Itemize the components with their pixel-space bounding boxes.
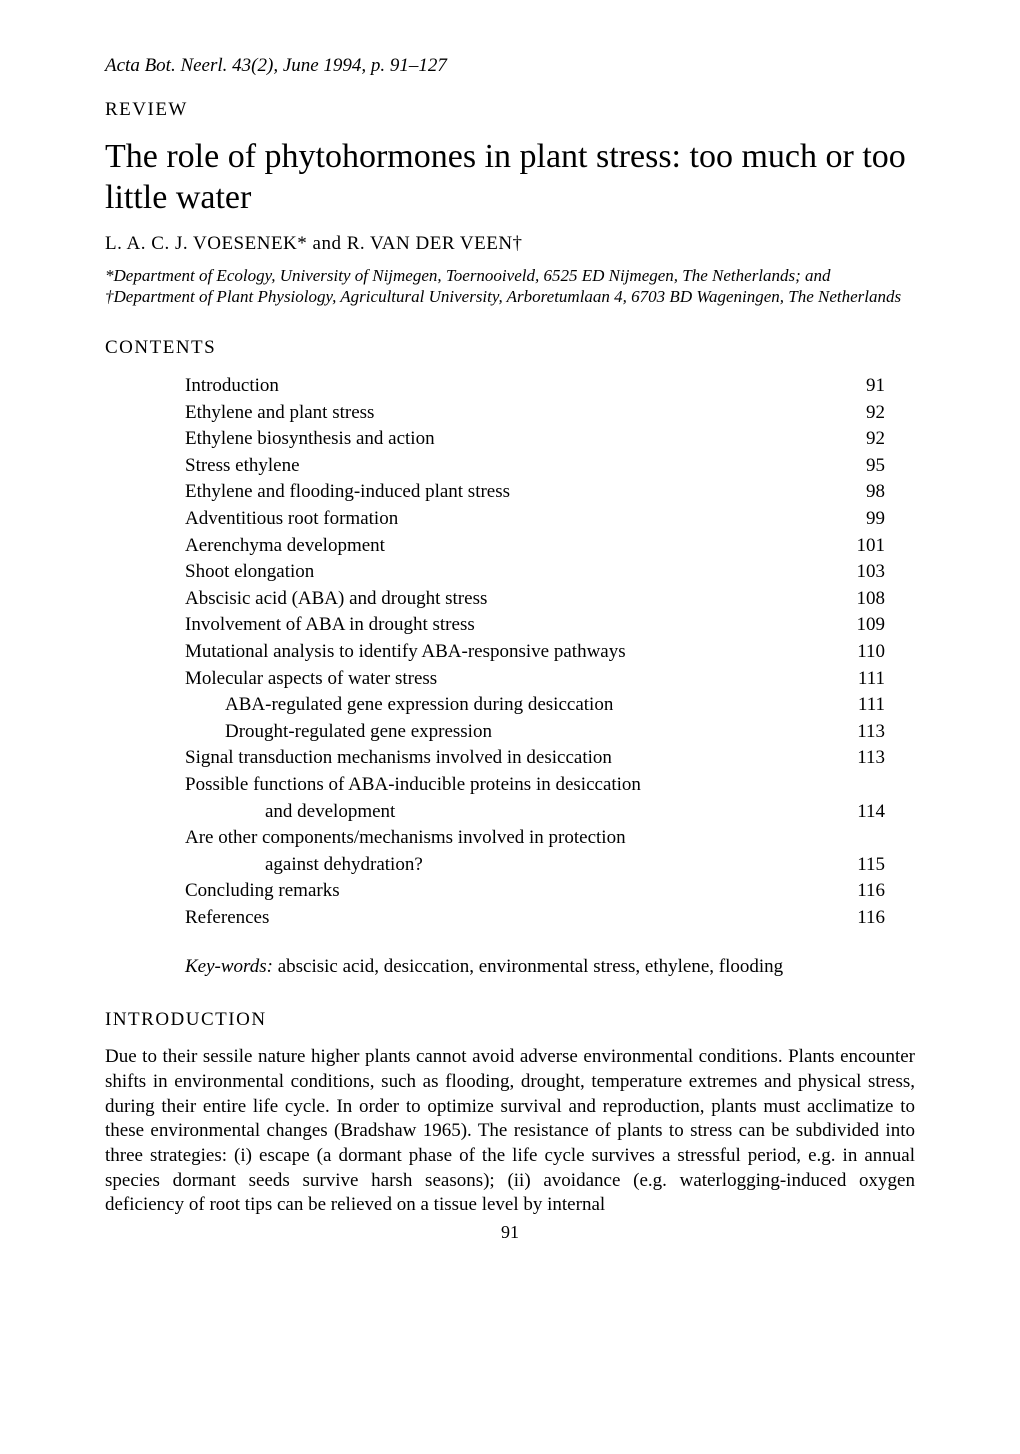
contents-page: 91 — [835, 373, 885, 400]
introduction-body: Due to their sessile nature higher plant… — [105, 1045, 915, 1218]
contents-page: 109 — [835, 612, 885, 639]
contents-page: 95 — [835, 453, 885, 480]
contents-row: Drought-regulated gene expression113 — [185, 719, 885, 746]
contents-page: 110 — [835, 639, 885, 666]
keywords-text: abscisic acid, desiccation, environmenta… — [273, 956, 783, 977]
article-title: The role of phytohormones in plant stres… — [105, 137, 915, 219]
contents-page: 113 — [835, 719, 885, 746]
contents-page: 116 — [835, 878, 885, 905]
contents-row: References116 — [185, 905, 885, 932]
contents-page: 111 — [835, 666, 885, 693]
contents-label: ABA-regulated gene expression during des… — [185, 692, 835, 719]
contents-row: Possible functions of ABA-inducible prot… — [185, 772, 885, 799]
contents-label: Signal transduction mechanisms involved … — [185, 745, 835, 772]
contents-label: References — [185, 905, 835, 932]
journal-header: Acta Bot. Neerl. 43(2), June 1994, p. 91… — [105, 55, 915, 77]
contents-row: against dehydration?115 — [185, 852, 885, 879]
contents-row: Stress ethylene95 — [185, 453, 885, 480]
affiliations: *Department of Ecology, University of Ni… — [105, 265, 915, 308]
contents-row: Introduction91 — [185, 373, 885, 400]
contents-label: and development — [185, 799, 835, 826]
contents-row: Molecular aspects of water stress111 — [185, 666, 885, 693]
contents-row: Mutational analysis to identify ABA-resp… — [185, 639, 885, 666]
contents-label: Stress ethylene — [185, 453, 835, 480]
contents-page: 116 — [835, 905, 885, 932]
contents-page: 115 — [835, 852, 885, 879]
contents-label: Mutational analysis to identify ABA-resp… — [185, 639, 835, 666]
contents-row: Concluding remarks116 — [185, 878, 885, 905]
contents-row: Ethylene and plant stress92 — [185, 400, 885, 427]
contents-label: Ethylene biosynthesis and action — [185, 426, 835, 453]
contents-label: against dehydration? — [185, 852, 835, 879]
contents-page: 108 — [835, 586, 885, 613]
contents-row: Shoot elongation103 — [185, 559, 885, 586]
contents-label: Introduction — [185, 373, 835, 400]
contents-page: 111 — [835, 692, 885, 719]
contents-label: Ethylene and flooding-induced plant stre… — [185, 479, 835, 506]
contents-label: Possible functions of ABA-inducible prot… — [185, 772, 835, 799]
contents-page: 98 — [835, 479, 885, 506]
contents-page: 92 — [835, 400, 885, 427]
contents-row: Adventitious root formation99 — [185, 506, 885, 533]
contents-label: Abscisic acid (ABA) and drought stress — [185, 586, 835, 613]
contents-page: 99 — [835, 506, 885, 533]
contents-row: and development114 — [185, 799, 885, 826]
contents-heading: CONTENTS — [105, 337, 915, 359]
contents-label: Involvement of ABA in drought stress — [185, 612, 835, 639]
contents-page: 114 — [835, 799, 885, 826]
contents-page — [835, 772, 885, 799]
contents-table: Introduction91Ethylene and plant stress9… — [185, 373, 885, 931]
contents-row: Signal transduction mechanisms involved … — [185, 745, 885, 772]
keywords: Key-words: abscisic acid, desiccation, e… — [185, 954, 885, 980]
contents-row: Involvement of ABA in drought stress109 — [185, 612, 885, 639]
contents-label: Aerenchyma development — [185, 533, 835, 560]
authors: L. A. C. J. VOESENEK* and R. VAN DER VEE… — [105, 233, 915, 255]
contents-row: Are other components/mechanisms involved… — [185, 825, 885, 852]
contents-page: 92 — [835, 426, 885, 453]
contents-page: 103 — [835, 559, 885, 586]
contents-page — [835, 825, 885, 852]
contents-page: 113 — [835, 745, 885, 772]
keywords-label: Key-words: — [185, 956, 273, 977]
page-number: 91 — [105, 1222, 915, 1243]
contents-label: Molecular aspects of water stress — [185, 666, 835, 693]
contents-row: Abscisic acid (ABA) and drought stress10… — [185, 586, 885, 613]
introduction-heading: INTRODUCTION — [105, 1009, 915, 1031]
article-type: REVIEW — [105, 99, 915, 121]
contents-label: Drought-regulated gene expression — [185, 719, 835, 746]
contents-label: Shoot elongation — [185, 559, 835, 586]
contents-label: Are other components/mechanisms involved… — [185, 825, 835, 852]
contents-row: Ethylene biosynthesis and action92 — [185, 426, 885, 453]
contents-row: Ethylene and flooding-induced plant stre… — [185, 479, 885, 506]
contents-label: Concluding remarks — [185, 878, 835, 905]
contents-page: 101 — [835, 533, 885, 560]
contents-row: ABA-regulated gene expression during des… — [185, 692, 885, 719]
contents-label: Ethylene and plant stress — [185, 400, 835, 427]
contents-row: Aerenchyma development101 — [185, 533, 885, 560]
contents-label: Adventitious root formation — [185, 506, 835, 533]
